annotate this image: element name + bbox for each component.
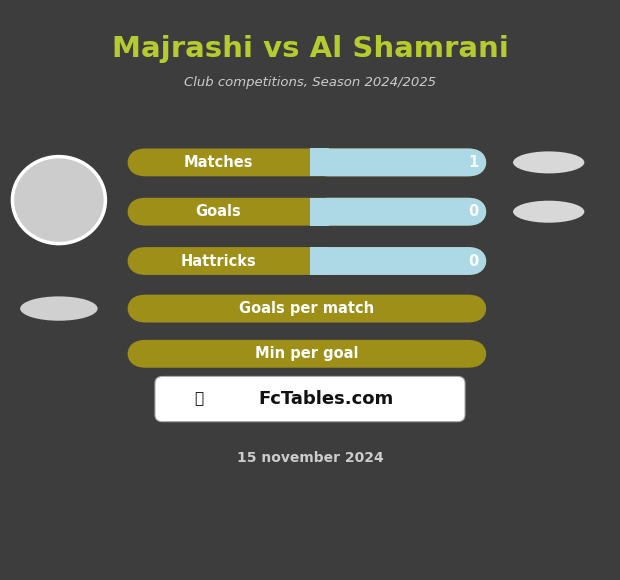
- Text: Matches: Matches: [184, 155, 254, 170]
- FancyBboxPatch shape: [310, 247, 487, 275]
- Text: Majrashi vs Al Shamrani: Majrashi vs Al Shamrani: [112, 35, 508, 63]
- Circle shape: [12, 157, 105, 244]
- FancyBboxPatch shape: [155, 376, 465, 422]
- Text: 0: 0: [468, 253, 478, 269]
- Text: FcTables.com: FcTables.com: [258, 390, 393, 408]
- Text: Hattricks: Hattricks: [180, 253, 257, 269]
- Ellipse shape: [513, 201, 584, 223]
- Text: Min per goal: Min per goal: [255, 346, 358, 361]
- Bar: [310, 198, 329, 226]
- Text: Club competitions, Season 2024/2025: Club competitions, Season 2024/2025: [184, 76, 436, 89]
- FancyBboxPatch shape: [310, 148, 487, 176]
- Ellipse shape: [513, 151, 584, 173]
- Text: 📊: 📊: [194, 392, 203, 407]
- Bar: [310, 247, 329, 275]
- Text: Goals per match: Goals per match: [239, 301, 374, 316]
- FancyBboxPatch shape: [127, 340, 487, 368]
- Text: 15 november 2024: 15 november 2024: [237, 451, 383, 465]
- Text: Goals: Goals: [196, 204, 241, 219]
- FancyBboxPatch shape: [127, 198, 487, 226]
- FancyBboxPatch shape: [127, 247, 487, 275]
- Ellipse shape: [20, 296, 98, 321]
- Bar: [310, 148, 329, 176]
- FancyBboxPatch shape: [127, 295, 487, 322]
- Text: 0: 0: [468, 204, 478, 219]
- FancyBboxPatch shape: [127, 148, 487, 176]
- FancyBboxPatch shape: [310, 198, 487, 226]
- Text: 1: 1: [468, 155, 478, 170]
